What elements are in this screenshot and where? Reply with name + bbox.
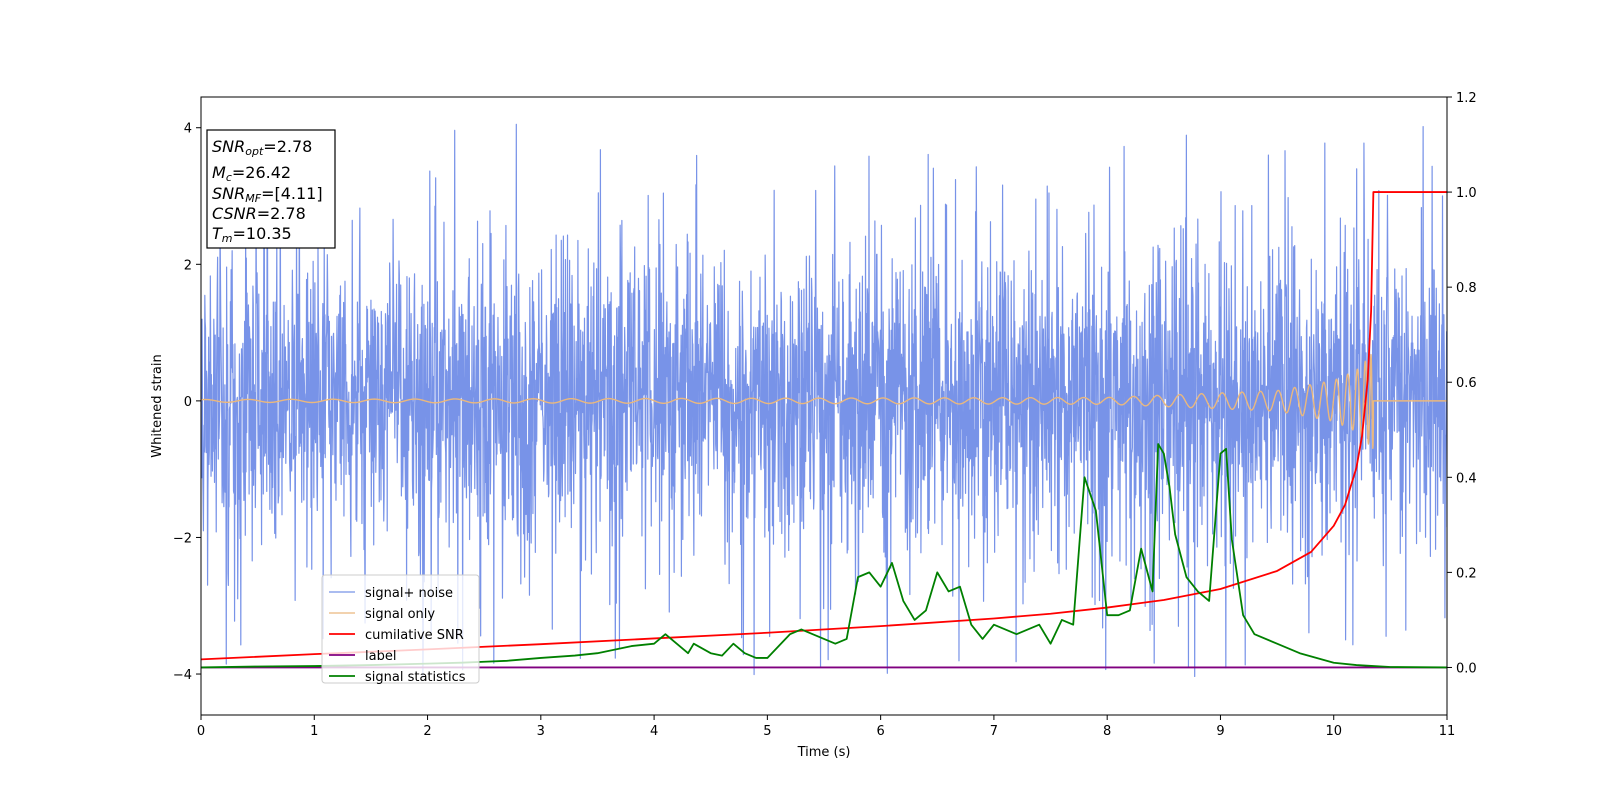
y-tick-label: 0 (184, 395, 192, 410)
plot-frame (200, 96, 1448, 716)
x-tick-label: 11 (1439, 724, 1456, 739)
y2-tick-label: 1.0 (1456, 186, 1477, 201)
x-tick-label: 8 (1103, 724, 1111, 739)
y-axis-title: Whitened strain (150, 354, 165, 457)
y-tick-label: −2 (173, 531, 192, 546)
y2-tick-label: 1.2 (1456, 91, 1477, 106)
info-box: SNRopt=2.78 Mc=26.42 SNRMF=[4.11] CSNR=2… (206, 129, 336, 249)
y2-tick-label: 0.6 (1456, 376, 1477, 391)
series-cumilative-snr (201, 191, 1447, 661)
info-box-frame (206, 129, 336, 249)
x-tick-label: 5 (763, 724, 771, 739)
info-snr-mf: SNRMF=[4.11] (212, 184, 323, 205)
y-tick-label: 2 (184, 258, 192, 273)
x-tick-label: 6 (876, 724, 884, 739)
series-signal-statistics (201, 443, 1447, 669)
x-axis-title: Time (s) (797, 745, 851, 760)
info-snr-opt: SNRopt=2.78 (212, 137, 312, 158)
series-signal-noise (201, 123, 1447, 678)
x-tick-label: 7 (990, 724, 998, 739)
y-tick-label: 4 (184, 122, 192, 137)
legend: signal+ noise signal only cumilative SNR la… (321, 574, 480, 685)
x-tick-label: 10 (1325, 724, 1342, 739)
legend-label: signal statistics (365, 670, 466, 685)
y2-axis-ticks: 0.0 0.2 0.4 0.6 0.8 1.0 1.2 (1447, 91, 1477, 676)
legend-frame (321, 574, 480, 684)
legend-label: label (365, 649, 396, 664)
y2-tick-label: 0.8 (1456, 281, 1477, 296)
x-tick-label: 2 (423, 724, 431, 739)
x-tick-label: 3 (537, 724, 545, 739)
legend-label: cumilative SNR (365, 628, 464, 643)
y2-tick-label: 0.2 (1456, 566, 1477, 581)
x-axis-ticks: 0 1 2 3 4 5 6 7 8 9 10 11 (197, 715, 1455, 739)
x-tick-label: 9 (1216, 724, 1224, 739)
legend-label: signal+ noise (365, 586, 453, 601)
legend-label: signal only (365, 607, 435, 622)
y-axis-ticks: −4 −2 0 2 4 (173, 122, 201, 683)
series-signal-only (201, 353, 1447, 450)
y2-tick-label: 0.0 (1456, 661, 1477, 676)
y-tick-label: −4 (173, 668, 192, 683)
x-tick-label: 0 (197, 724, 205, 739)
info-tm: Tm=10.35 (212, 224, 292, 245)
y2-tick-label: 0.4 (1456, 471, 1477, 486)
x-tick-label: 4 (650, 724, 658, 739)
info-csnr: CSNR=2.78 (212, 204, 306, 223)
info-mc: Mc=26.42 (212, 163, 291, 184)
x-tick-label: 1 (310, 724, 318, 739)
